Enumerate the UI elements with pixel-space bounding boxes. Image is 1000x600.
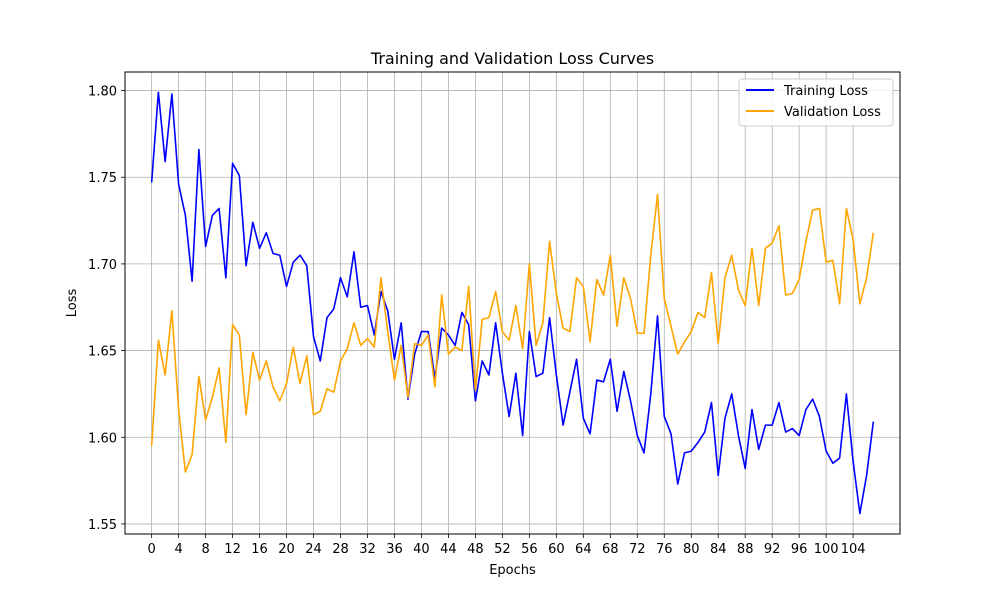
y-tick-label: 1.65 [88,345,117,360]
y-tick-label: 1.60 [88,431,117,446]
x-tick-label: 4 [174,542,182,557]
x-tick-label: 88 [737,542,754,557]
x-tick-label: 104 [841,542,866,557]
y-axis-ticks: 1.55 1.60 1.65 1.70 1.75 1.80 [88,85,125,533]
x-tick-label: 60 [548,542,565,557]
y-tick-label: 1.70 [88,258,117,273]
legend-label-training: Training Loss [783,84,868,99]
x-tick-label: 84 [710,542,727,557]
x-tick-label: 20 [278,542,295,557]
legend: Training Loss Validation Loss [738,78,894,127]
legend-box [738,78,894,127]
x-tick-label: 100 [814,542,839,557]
x-tick-label: 56 [521,542,538,557]
x-tick-label: 92 [764,542,781,557]
series-lines [150,91,875,515]
y-tick-label: 1.75 [88,171,117,186]
training-loss-line [150,91,875,515]
y-tick-label: 1.80 [88,85,117,100]
x-axis-ticks: 0 4 8 12 16 20 24 28 32 36 40 44 48 52 56 60 64 68 72 76 80 8… [148,534,866,557]
y-tick-label: 1.55 [88,518,117,533]
x-tick-label: 52 [494,542,511,557]
x-tick-label: 24 [305,542,322,557]
x-tick-label: 28 [332,542,349,557]
x-tick-label: 76 [656,542,673,557]
x-tick-label: 48 [467,542,484,557]
x-tick-label: 64 [575,542,592,557]
x-tick-label: 16 [251,542,268,557]
x-tick-label: 72 [629,542,646,557]
x-axis-label: Epochs [489,563,536,578]
x-tick-label: 0 [148,542,156,557]
y-axis-label: Loss [65,289,80,318]
x-tick-label: 40 [413,542,430,557]
legend-label-validation: Validation Loss [784,105,881,120]
x-tick-label: 96 [791,542,808,557]
x-tick-label: 32 [359,542,376,557]
x-tick-label: 44 [440,542,457,557]
x-tick-label: 8 [201,542,209,557]
x-tick-label: 80 [683,542,700,557]
plot-frame [124,71,901,535]
x-tick-label: 36 [386,542,403,557]
validation-loss-line [150,193,875,473]
x-tick-label: 68 [602,542,619,557]
grid [125,72,900,534]
x-tick-label: 12 [224,542,241,557]
chart-title: Training and Validation Loss Curves [370,49,654,68]
